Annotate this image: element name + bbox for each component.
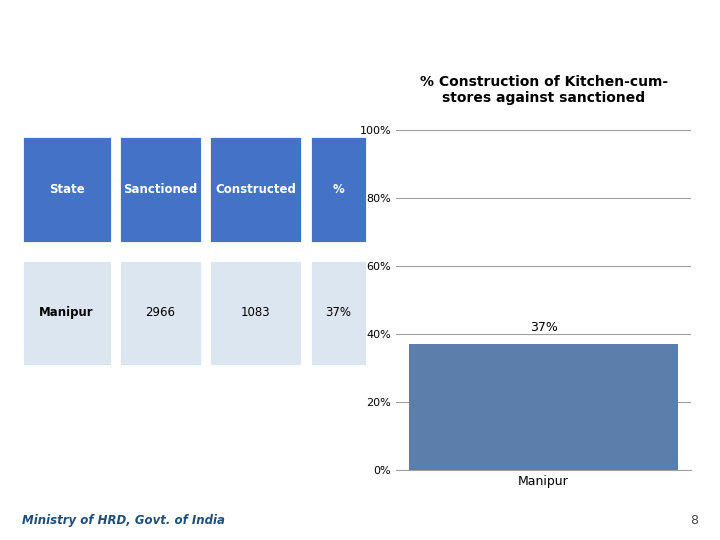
Text: Sanctioned: Sanctioned (123, 183, 197, 196)
FancyBboxPatch shape (22, 136, 112, 243)
Text: 2966: 2966 (145, 307, 175, 320)
Bar (410, 344, 678, 470)
FancyBboxPatch shape (209, 136, 302, 243)
FancyBboxPatch shape (119, 260, 202, 366)
FancyBboxPatch shape (209, 260, 302, 366)
FancyBboxPatch shape (119, 136, 202, 243)
Text: 1083: 1083 (240, 307, 271, 320)
Text: (Primary & U. Primary): (Primary & U. Primary) (225, 60, 495, 80)
Text: 37%: 37% (325, 307, 351, 320)
Text: 8: 8 (690, 514, 698, 527)
Text: Constructed: Constructed (215, 183, 296, 196)
Text: Ministry of HRD, Govt. of India: Ministry of HRD, Govt. of India (22, 514, 225, 527)
Title: % Construction of Kitchen-cum-
stores against sanctioned: % Construction of Kitchen-cum- stores ag… (420, 75, 667, 105)
Text: %: % (333, 183, 344, 196)
Text: State: State (49, 183, 84, 196)
Text: 37%: 37% (530, 321, 557, 334)
FancyBboxPatch shape (310, 260, 367, 366)
Text: Manipur: Manipur (40, 307, 94, 320)
FancyBboxPatch shape (22, 260, 112, 366)
Text: Construction of Kitchen-cum-stores: Construction of Kitchen-cum-stores (150, 28, 570, 48)
FancyBboxPatch shape (310, 136, 367, 243)
